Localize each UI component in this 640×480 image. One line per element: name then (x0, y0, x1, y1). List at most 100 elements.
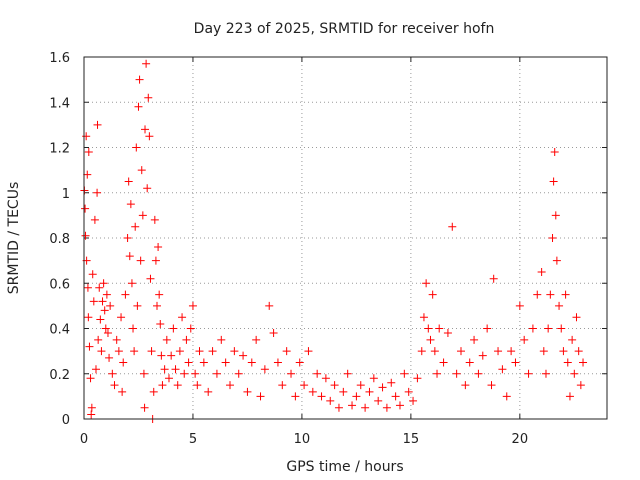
data-point (136, 256, 145, 265)
plot-frame (83, 56, 608, 420)
data-point (86, 374, 95, 383)
data-point (138, 211, 147, 220)
data-point (153, 301, 162, 310)
grid-lines (84, 57, 607, 419)
data-point (502, 392, 511, 401)
data-point (126, 200, 135, 209)
data-point (125, 252, 134, 261)
data-point (565, 392, 574, 401)
data-point (204, 387, 213, 396)
data-point (391, 392, 400, 401)
data-point (162, 335, 171, 344)
data-point (139, 369, 148, 378)
y-tick-label: 1.6 (49, 51, 70, 66)
y-tick-label: 1.4 (49, 96, 70, 111)
data-point (282, 347, 291, 356)
data-point (550, 148, 559, 157)
data-point (555, 301, 564, 310)
data-point (93, 120, 102, 129)
data-point (102, 290, 111, 299)
data-point (487, 381, 496, 390)
data-point (563, 358, 572, 367)
data-point (243, 387, 252, 396)
data-point (178, 313, 187, 322)
data-point (226, 381, 235, 390)
data-point (419, 313, 428, 322)
data-point (483, 324, 492, 333)
data-point (173, 381, 182, 390)
data-point (118, 387, 127, 396)
data-point (101, 324, 110, 333)
data-point (539, 347, 548, 356)
data-point (448, 222, 457, 231)
data-point (83, 283, 92, 292)
data-point (456, 347, 465, 356)
data-point (91, 365, 100, 374)
x-tick-label: 15 (403, 432, 420, 447)
data-point (175, 347, 184, 356)
y-tick-label: 0.8 (49, 232, 70, 247)
data-point (96, 315, 105, 324)
data-point (193, 381, 202, 390)
data-point (308, 387, 317, 396)
data-point (142, 59, 151, 68)
data-point (100, 306, 109, 315)
data-point (119, 358, 128, 367)
data-point (378, 383, 387, 392)
x-tick-label: 20 (512, 432, 529, 447)
data-point (533, 290, 542, 299)
data-point (273, 358, 282, 367)
data-point (498, 365, 507, 374)
data-point (112, 335, 121, 344)
data-point (426, 335, 435, 344)
data-point (507, 347, 516, 356)
data-point (105, 353, 114, 362)
data-point (537, 267, 546, 276)
data-point (199, 358, 208, 367)
data-point (520, 335, 529, 344)
data-point (217, 335, 226, 344)
data-point (528, 324, 537, 333)
data-point (395, 401, 404, 410)
data-point (570, 369, 579, 378)
data-point (260, 365, 269, 374)
data-point (435, 324, 444, 333)
data-point (452, 369, 461, 378)
data-point (524, 369, 533, 378)
data-point (256, 392, 265, 401)
data-point (84, 148, 93, 157)
data-point (430, 347, 439, 356)
data-point (123, 234, 132, 242)
data-point (145, 132, 154, 141)
data-points (80, 59, 588, 423)
data-point (90, 215, 99, 224)
data-point (489, 274, 498, 283)
data-point (561, 290, 570, 299)
data-point (374, 396, 383, 405)
data-point (478, 351, 487, 360)
data-point (546, 290, 555, 299)
data-point (132, 143, 141, 152)
data-point (413, 374, 422, 383)
data-point (339, 387, 348, 396)
data-point (304, 347, 313, 356)
data-point (156, 319, 165, 328)
data-point (97, 347, 106, 356)
data-point (137, 166, 146, 175)
data-point (134, 102, 143, 111)
data-point (117, 313, 126, 322)
data-point (95, 283, 104, 292)
data-point (326, 396, 335, 405)
data-point (108, 369, 117, 378)
data-point (133, 301, 142, 310)
data-point (208, 347, 217, 356)
data-point (387, 378, 396, 387)
data-point (352, 392, 361, 401)
data-point (184, 358, 193, 367)
data-point (87, 410, 96, 419)
data-point (330, 381, 339, 390)
axis-ticks: 0 0.2 0.4 0.6 0.8 1 1.2 1.4 1.6 0 5 10 15 20 (49, 51, 607, 447)
data-point (191, 369, 200, 378)
data-point (151, 256, 160, 265)
data-point (417, 347, 426, 356)
